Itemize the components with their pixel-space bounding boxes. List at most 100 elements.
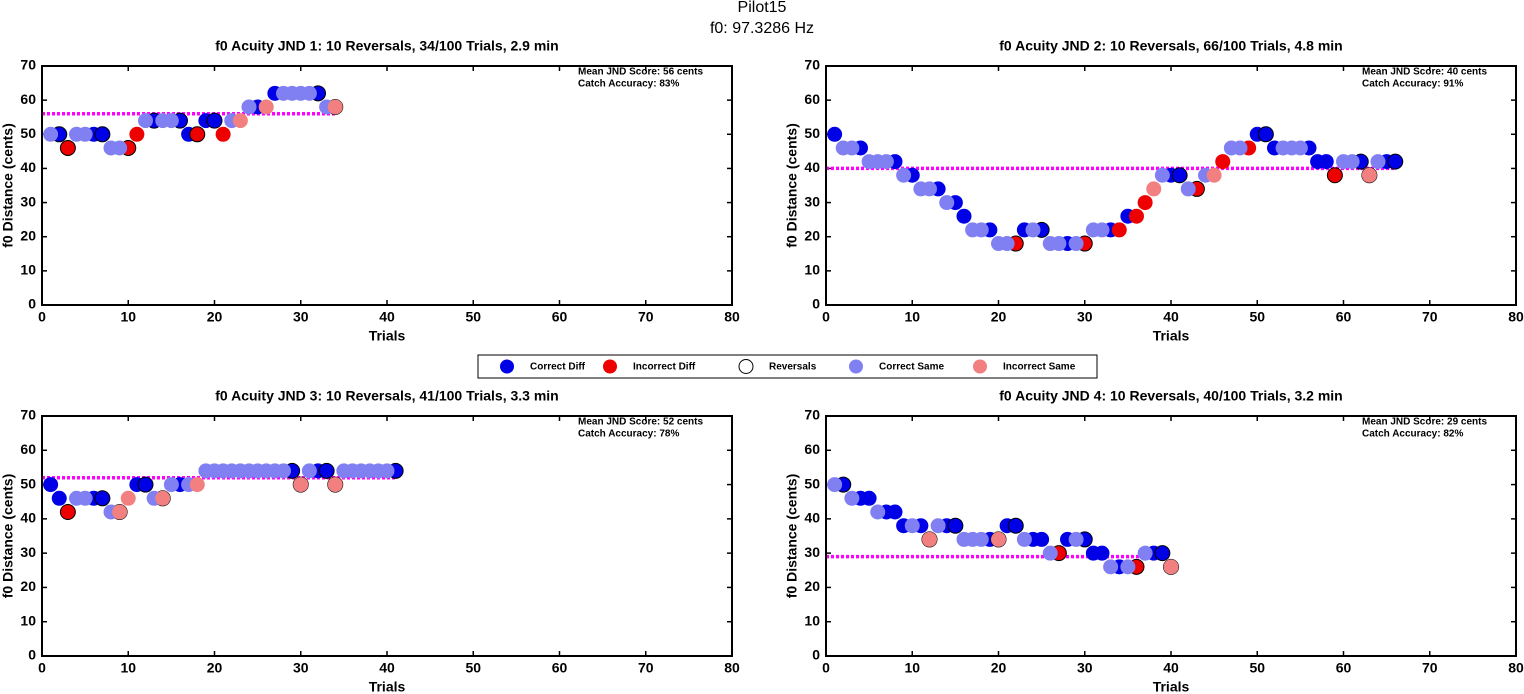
x-tick-label: 10 (904, 309, 920, 325)
y-tick-label: 30 (804, 193, 820, 209)
trial-marker (1172, 167, 1188, 183)
trial-marker (922, 531, 937, 547)
annotation: Catch Accuracy: 91% (1362, 79, 1463, 90)
x-tick-label: 0 (822, 660, 830, 676)
y-tick-label: 30 (20, 193, 36, 209)
legend-marker (500, 359, 514, 374)
x-tick-label: 80 (724, 660, 740, 676)
x-tick-label: 50 (1249, 309, 1265, 325)
x-axis-label: Trials (369, 679, 406, 694)
trial-marker (904, 518, 920, 534)
trial-marker (1258, 126, 1274, 142)
trial-marker (939, 195, 955, 211)
trial-marker (922, 181, 937, 197)
trial-marker (1094, 545, 1110, 561)
trial-marker (112, 140, 128, 156)
y-axis-label: f0 Distance (cents) (0, 474, 16, 598)
trial-marker (60, 140, 76, 156)
trial-marker (1387, 154, 1403, 170)
trial-marker (1034, 531, 1050, 547)
trial-marker (207, 113, 222, 129)
trial-marker (1051, 236, 1067, 252)
trial-marker (827, 126, 843, 142)
trial-marker (301, 85, 317, 101)
y-tick-label: 10 (804, 262, 820, 278)
x-tick-label: 60 (552, 309, 568, 325)
figure-title: Pilot15 (738, 0, 787, 16)
subplot-title: f0 Acuity JND 4: 10 Reversals, 40/100 Tr… (999, 388, 1342, 404)
y-tick-label: 0 (812, 296, 820, 312)
y-tick-label: 60 (20, 441, 36, 457)
trial-marker (258, 99, 274, 115)
x-tick-label: 0 (38, 309, 46, 325)
trial-marker (293, 477, 309, 493)
x-tick-label: 10 (120, 309, 136, 325)
trial-marker (215, 126, 231, 142)
trial-marker (43, 126, 59, 142)
trial-marker (896, 167, 912, 183)
trial-marker (1103, 559, 1119, 575)
trial-marker (999, 236, 1015, 252)
y-axis-label: f0 Distance (cents) (0, 123, 16, 247)
y-tick-label: 0 (812, 647, 820, 663)
trial-marker (138, 113, 153, 129)
y-tick-label: 70 (804, 57, 820, 73)
subplot-title: f0 Acuity JND 1: 10 Reversals, 34/100 Tr… (215, 38, 558, 54)
x-tick-label: 40 (379, 309, 395, 325)
trial-marker (991, 531, 1006, 547)
y-tick-label: 50 (804, 475, 820, 491)
y-tick-label: 40 (804, 510, 820, 526)
axes-frame (41, 65, 733, 306)
trial-marker (94, 490, 110, 506)
x-tick-label: 60 (1336, 660, 1352, 676)
trial-marker (163, 113, 179, 129)
trial-marker (112, 504, 128, 520)
reversal-marker (59, 139, 76, 156)
trial-marker (276, 463, 291, 479)
legend-label: Incorrect Diff (633, 362, 696, 373)
x-tick-label: 40 (379, 660, 395, 676)
trial-marker (189, 477, 205, 493)
y-tick-label: 20 (804, 227, 820, 243)
x-tick-label: 70 (638, 309, 654, 325)
x-tick-label: 50 (1249, 660, 1265, 676)
reversal-marker (94, 490, 111, 507)
x-tick-label: 20 (991, 309, 1007, 325)
trial-marker (1215, 154, 1231, 170)
y-axis-label: f0 Distance (cents) (784, 474, 800, 598)
trial-marker (60, 504, 76, 520)
trial-marker (1344, 154, 1360, 170)
y-tick-label: 70 (804, 407, 820, 423)
trial-marker (1154, 167, 1170, 183)
trial-marker (1361, 167, 1377, 183)
y-axis-label: f0 Distance (cents) (784, 123, 800, 247)
reversal-marker (947, 517, 964, 534)
x-tick-label: 20 (991, 660, 1007, 676)
trial-marker (878, 154, 894, 170)
y-tick-label: 0 (28, 647, 36, 663)
y-tick-label: 40 (20, 159, 36, 175)
annotation: Mean JND Score: 40 cents (1362, 67, 1487, 78)
trial-marker (138, 477, 153, 493)
y-tick-label: 60 (804, 91, 820, 107)
y-tick-label: 30 (20, 544, 36, 560)
trial-marker (1232, 140, 1248, 156)
trial-marker (1025, 222, 1041, 238)
trial-marker (120, 490, 136, 506)
x-tick-label: 80 (1508, 309, 1524, 325)
x-axis-label: Trials (369, 328, 406, 344)
x-axis-label: Trials (1153, 328, 1190, 344)
x-tick-label: 20 (207, 660, 223, 676)
y-tick-label: 20 (20, 227, 36, 243)
trial-marker (43, 477, 59, 493)
reversal-marker (189, 126, 206, 143)
trial-marker (327, 477, 343, 493)
y-tick-label: 50 (804, 125, 820, 141)
y-tick-label: 50 (20, 125, 36, 141)
trial-marker (947, 518, 963, 534)
y-tick-label: 10 (20, 262, 36, 278)
trial-marker (1068, 236, 1084, 252)
annotation: Mean JND Score: 56 cents (578, 67, 703, 78)
trial-marker (327, 99, 343, 115)
